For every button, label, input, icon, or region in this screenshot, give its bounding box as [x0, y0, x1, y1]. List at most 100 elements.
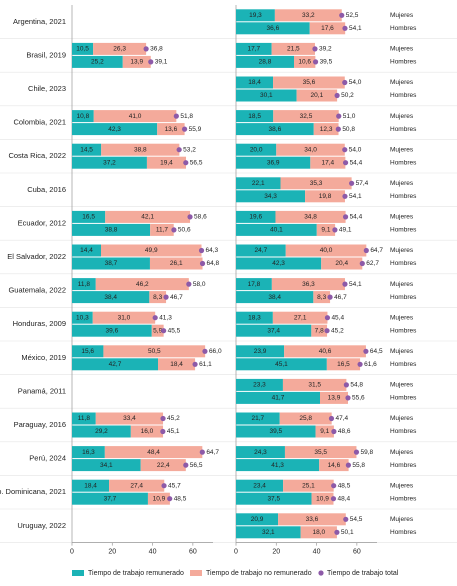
group-label: Mujeres — [390, 146, 414, 153]
value-label: 33,2 — [302, 12, 315, 19]
unpaid-bar — [275, 210, 346, 223]
legend-label: Tiempo de trabajo no remunerado — [206, 570, 312, 577]
category-label: Argentina, 2021 — [13, 17, 66, 26]
value-label: 18,0 — [312, 529, 325, 536]
value-label: 38,7 — [105, 260, 118, 267]
value-label: 39,5 — [269, 428, 282, 435]
value-label: 10,3 — [76, 314, 89, 321]
value-label: 64,7 — [370, 247, 383, 254]
value-label: 10,9 — [153, 495, 166, 502]
category-label: Honduras, 2009 — [13, 319, 66, 328]
total-dot — [324, 328, 330, 334]
paid-bar — [236, 311, 273, 324]
value-label: 41,3 — [159, 314, 172, 321]
unpaid-bar — [315, 425, 334, 438]
total-dot — [181, 126, 188, 132]
value-label: 48,5 — [338, 482, 351, 489]
paid-bar — [236, 9, 275, 22]
value-label: 10,6 — [298, 59, 311, 66]
value-label: 45,5 — [168, 327, 181, 334]
value-label: 45,7 — [168, 482, 181, 489]
value-label: 35,6 — [303, 79, 316, 86]
group-label: Mujeres — [390, 382, 414, 389]
value-label: 24,3 — [254, 449, 267, 456]
group-label: Hombres — [390, 361, 417, 368]
value-label: 20,4 — [335, 260, 348, 267]
value-label: 18,4 — [84, 482, 97, 489]
value-label: 30,1 — [260, 92, 273, 99]
category-label: Rep. Dominicana, 2021 — [0, 487, 66, 496]
total-dot — [332, 227, 338, 233]
group-label: Hombres — [390, 327, 417, 334]
value-label: 37,4 — [267, 327, 280, 334]
total-dot — [342, 281, 348, 287]
value-label: 19,4 — [160, 159, 173, 166]
total-dot — [327, 294, 333, 300]
paid-bar — [72, 425, 131, 438]
unpaid-bar — [313, 291, 331, 304]
group-label: Mujeres — [390, 214, 414, 221]
value-label: 18,3 — [248, 314, 261, 321]
x-tick-label: 60 — [189, 548, 197, 555]
value-label: 62,7 — [366, 260, 379, 267]
paid-bar — [236, 391, 320, 404]
value-label: 48,4 — [337, 495, 350, 502]
total-dot — [199, 260, 206, 267]
total-dot — [163, 294, 169, 300]
value-label: 24,7 — [255, 247, 268, 254]
group-label: Mujeres — [390, 113, 414, 120]
unpaid-bar — [149, 291, 167, 304]
value-label: 14,6 — [328, 462, 341, 469]
paid-bar — [236, 291, 314, 304]
value-label: 10,9 — [316, 495, 329, 502]
paid-bar — [236, 156, 311, 169]
value-label: 54,8 — [350, 382, 363, 389]
total-dot — [343, 516, 349, 522]
value-label: 36,9 — [267, 159, 280, 166]
total-dot — [342, 160, 349, 166]
total-dot — [199, 449, 205, 455]
value-label: 17,4 — [322, 159, 335, 166]
paid-bar — [236, 190, 306, 203]
paid-bar — [72, 412, 96, 425]
unpaid-bar — [319, 459, 349, 472]
value-label: 11,7 — [156, 227, 169, 234]
total-dot — [342, 147, 348, 153]
total-dot — [312, 46, 318, 52]
total-dot — [171, 227, 177, 233]
paid-bar — [236, 345, 285, 358]
value-label: 21,7 — [252, 415, 265, 422]
paid-bar — [236, 223, 317, 236]
unpaid-bar — [305, 190, 345, 203]
value-label: 48,4 — [147, 449, 160, 456]
unpaid-bar — [310, 156, 346, 169]
value-label: 61,1 — [199, 361, 212, 368]
value-label: 11,8 — [78, 415, 91, 422]
value-label: 55,9 — [189, 126, 202, 133]
unpaid-bar — [103, 345, 206, 358]
unpaid-bar — [284, 345, 366, 358]
unpaid-bar — [326, 358, 361, 371]
paid-bar — [236, 492, 312, 505]
unpaid-bar — [158, 358, 196, 371]
total-dot — [187, 214, 193, 220]
total-dot — [167, 496, 173, 502]
value-label: 50,2 — [341, 92, 354, 99]
group-label: Hombres — [390, 92, 417, 99]
legend-dot — [318, 570, 324, 576]
value-label: 18,5 — [248, 113, 261, 120]
value-label: 27,1 — [294, 314, 307, 321]
value-label: 16,5 — [337, 361, 350, 368]
value-label: 42,1 — [141, 214, 154, 221]
total-dot — [334, 92, 340, 99]
total-dot — [342, 25, 348, 31]
value-label: 45,1 — [167, 428, 180, 435]
total-dot — [342, 214, 349, 220]
x-tick-label: 0 — [70, 548, 74, 555]
value-label: 38,8 — [134, 146, 147, 153]
value-label: 40,1 — [270, 227, 283, 234]
value-label: 17,8 — [248, 281, 261, 288]
value-label: 38,8 — [105, 227, 118, 234]
total-dot — [160, 428, 166, 435]
value-label: 15,6 — [81, 348, 94, 355]
